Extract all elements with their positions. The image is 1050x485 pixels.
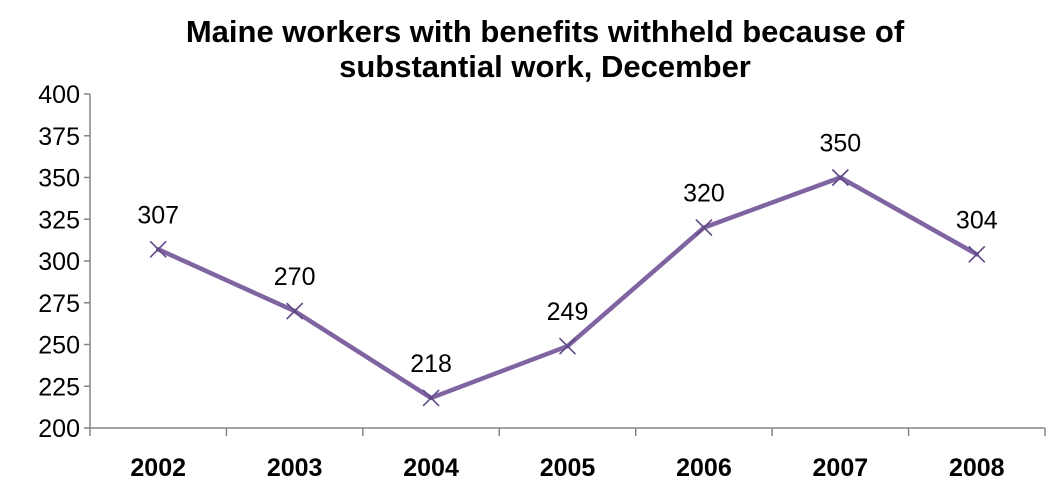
data-label: 307	[137, 201, 179, 229]
data-label: 270	[274, 263, 316, 291]
y-tick-label: 350	[38, 165, 80, 193]
data-point-marker	[149, 240, 167, 258]
y-axis: 200 225 250 275 300 325 350 375 400	[38, 81, 91, 443]
y-tick-label: 375	[38, 123, 80, 151]
y-tick-label: 325	[38, 206, 80, 234]
series-markers	[149, 168, 986, 407]
x-axis: 2002 2003 2004 2005 2006 2007 2008	[89, 427, 1046, 482]
data-label: 249	[547, 298, 589, 326]
data-point-marker	[558, 337, 577, 355]
data-point-marker	[422, 389, 440, 407]
x-tick-label: 2002	[130, 454, 186, 482]
y-tick-label: 300	[38, 248, 80, 276]
y-tick-label: 400	[38, 81, 80, 109]
chart-title: Maine workers with benefits withheld bec…	[0, 14, 1050, 84]
data-point-marker	[831, 168, 849, 187]
x-tick-label: 2006	[676, 454, 732, 482]
data-label: 320	[683, 180, 725, 208]
data-label: 304	[956, 206, 998, 234]
y-tick-label: 275	[38, 290, 80, 318]
data-labels: 307 270 218 249 320 350 304	[137, 130, 997, 378]
data-point-marker	[968, 245, 986, 263]
y-tick-label: 250	[38, 332, 80, 360]
data-point-marker	[695, 219, 713, 237]
x-tick-label: 2004	[403, 454, 459, 482]
data-label: 218	[410, 350, 452, 378]
x-tick-label: 2007	[813, 454, 869, 482]
data-point-marker	[286, 302, 304, 320]
x-tick-label: 2005	[540, 454, 596, 482]
x-tick-label: 2003	[267, 454, 323, 482]
chart-title-line-2: substantial work, December	[339, 49, 751, 84]
data-label: 350	[819, 130, 861, 158]
x-tick-label: 2008	[949, 454, 1005, 482]
y-tick-label: 200	[38, 415, 80, 443]
y-tick-label: 225	[38, 373, 80, 401]
chart-title-line-1: Maine workers with benefits withheld bec…	[185, 14, 905, 49]
